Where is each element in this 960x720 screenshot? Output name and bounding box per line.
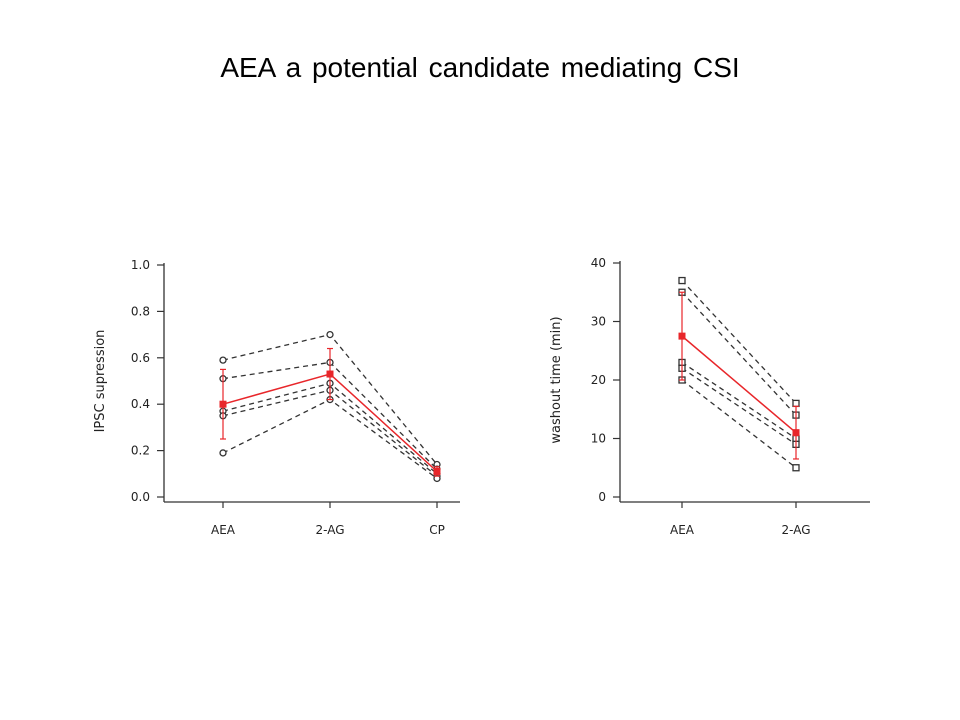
chart1-x-tick-label: CP — [429, 523, 445, 537]
chart2-mean-line — [681, 335, 797, 434]
chart2-y-tick-label: 20 — [591, 373, 606, 387]
chart1-mean-point — [326, 370, 334, 378]
chart2-individual-line — [681, 280, 797, 404]
chart1-y-tick-label: 0.2 — [131, 444, 150, 458]
chart2-mean-point — [792, 429, 800, 437]
chart2-individual-line — [681, 379, 797, 469]
chart2-individual-point — [678, 276, 686, 285]
chart2-x-tick-label: AEA — [670, 523, 695, 537]
chart1-y-tick-label: 0.0 — [131, 490, 150, 504]
chart2-individual-line — [681, 367, 797, 445]
slide-title: AEA a potential candidate mediating CSI — [220, 52, 740, 83]
chart2-mean-point — [678, 332, 686, 340]
chart1-y-tick-label: 0.6 — [131, 351, 150, 365]
chart2-y-tick-label: 40 — [591, 256, 606, 270]
chart1-individual-line — [222, 398, 438, 479]
chart2-y-tick-label: 30 — [591, 315, 606, 329]
chart2-x-tick-label: 2-AG — [782, 523, 811, 537]
chart2-individual-point — [792, 464, 800, 472]
chart2-individual-line — [681, 291, 797, 416]
chart2-individual-point — [792, 399, 800, 408]
chart1-individual-point — [219, 449, 227, 457]
chart1-x-tick-label: AEA — [211, 523, 236, 537]
chart1-y-tick-label: 0.8 — [131, 304, 150, 318]
chart1-mean-point — [433, 467, 441, 475]
ipsc-suppression-chart: 0.0 0.2 0.4 0.6 0.8 1.0 AEA 2-AG CP IPSC supressi… — [93, 258, 460, 537]
chart1-y-axis-title: IPSC supression — [93, 330, 108, 433]
chart2-y-tick-label: 0 — [598, 490, 606, 504]
chart1-individual-point — [326, 330, 334, 339]
chart2-y-tick-label: 10 — [591, 432, 606, 446]
chart2-individual-line — [681, 361, 797, 440]
chart1-mean-point — [219, 400, 227, 408]
chart1-x-tick-label: 2-AG — [316, 523, 345, 537]
chart2-y-axis-title: washout time (min) — [549, 316, 564, 443]
chart1-y-tick-label: 1.0 — [131, 258, 150, 272]
chart1-individual-point — [219, 356, 227, 364]
chart1-y-tick-label: 0.4 — [131, 397, 150, 411]
washout-time-chart: 0 10 20 30 40 AEA 2-AG washout time (min) — [549, 256, 870, 537]
